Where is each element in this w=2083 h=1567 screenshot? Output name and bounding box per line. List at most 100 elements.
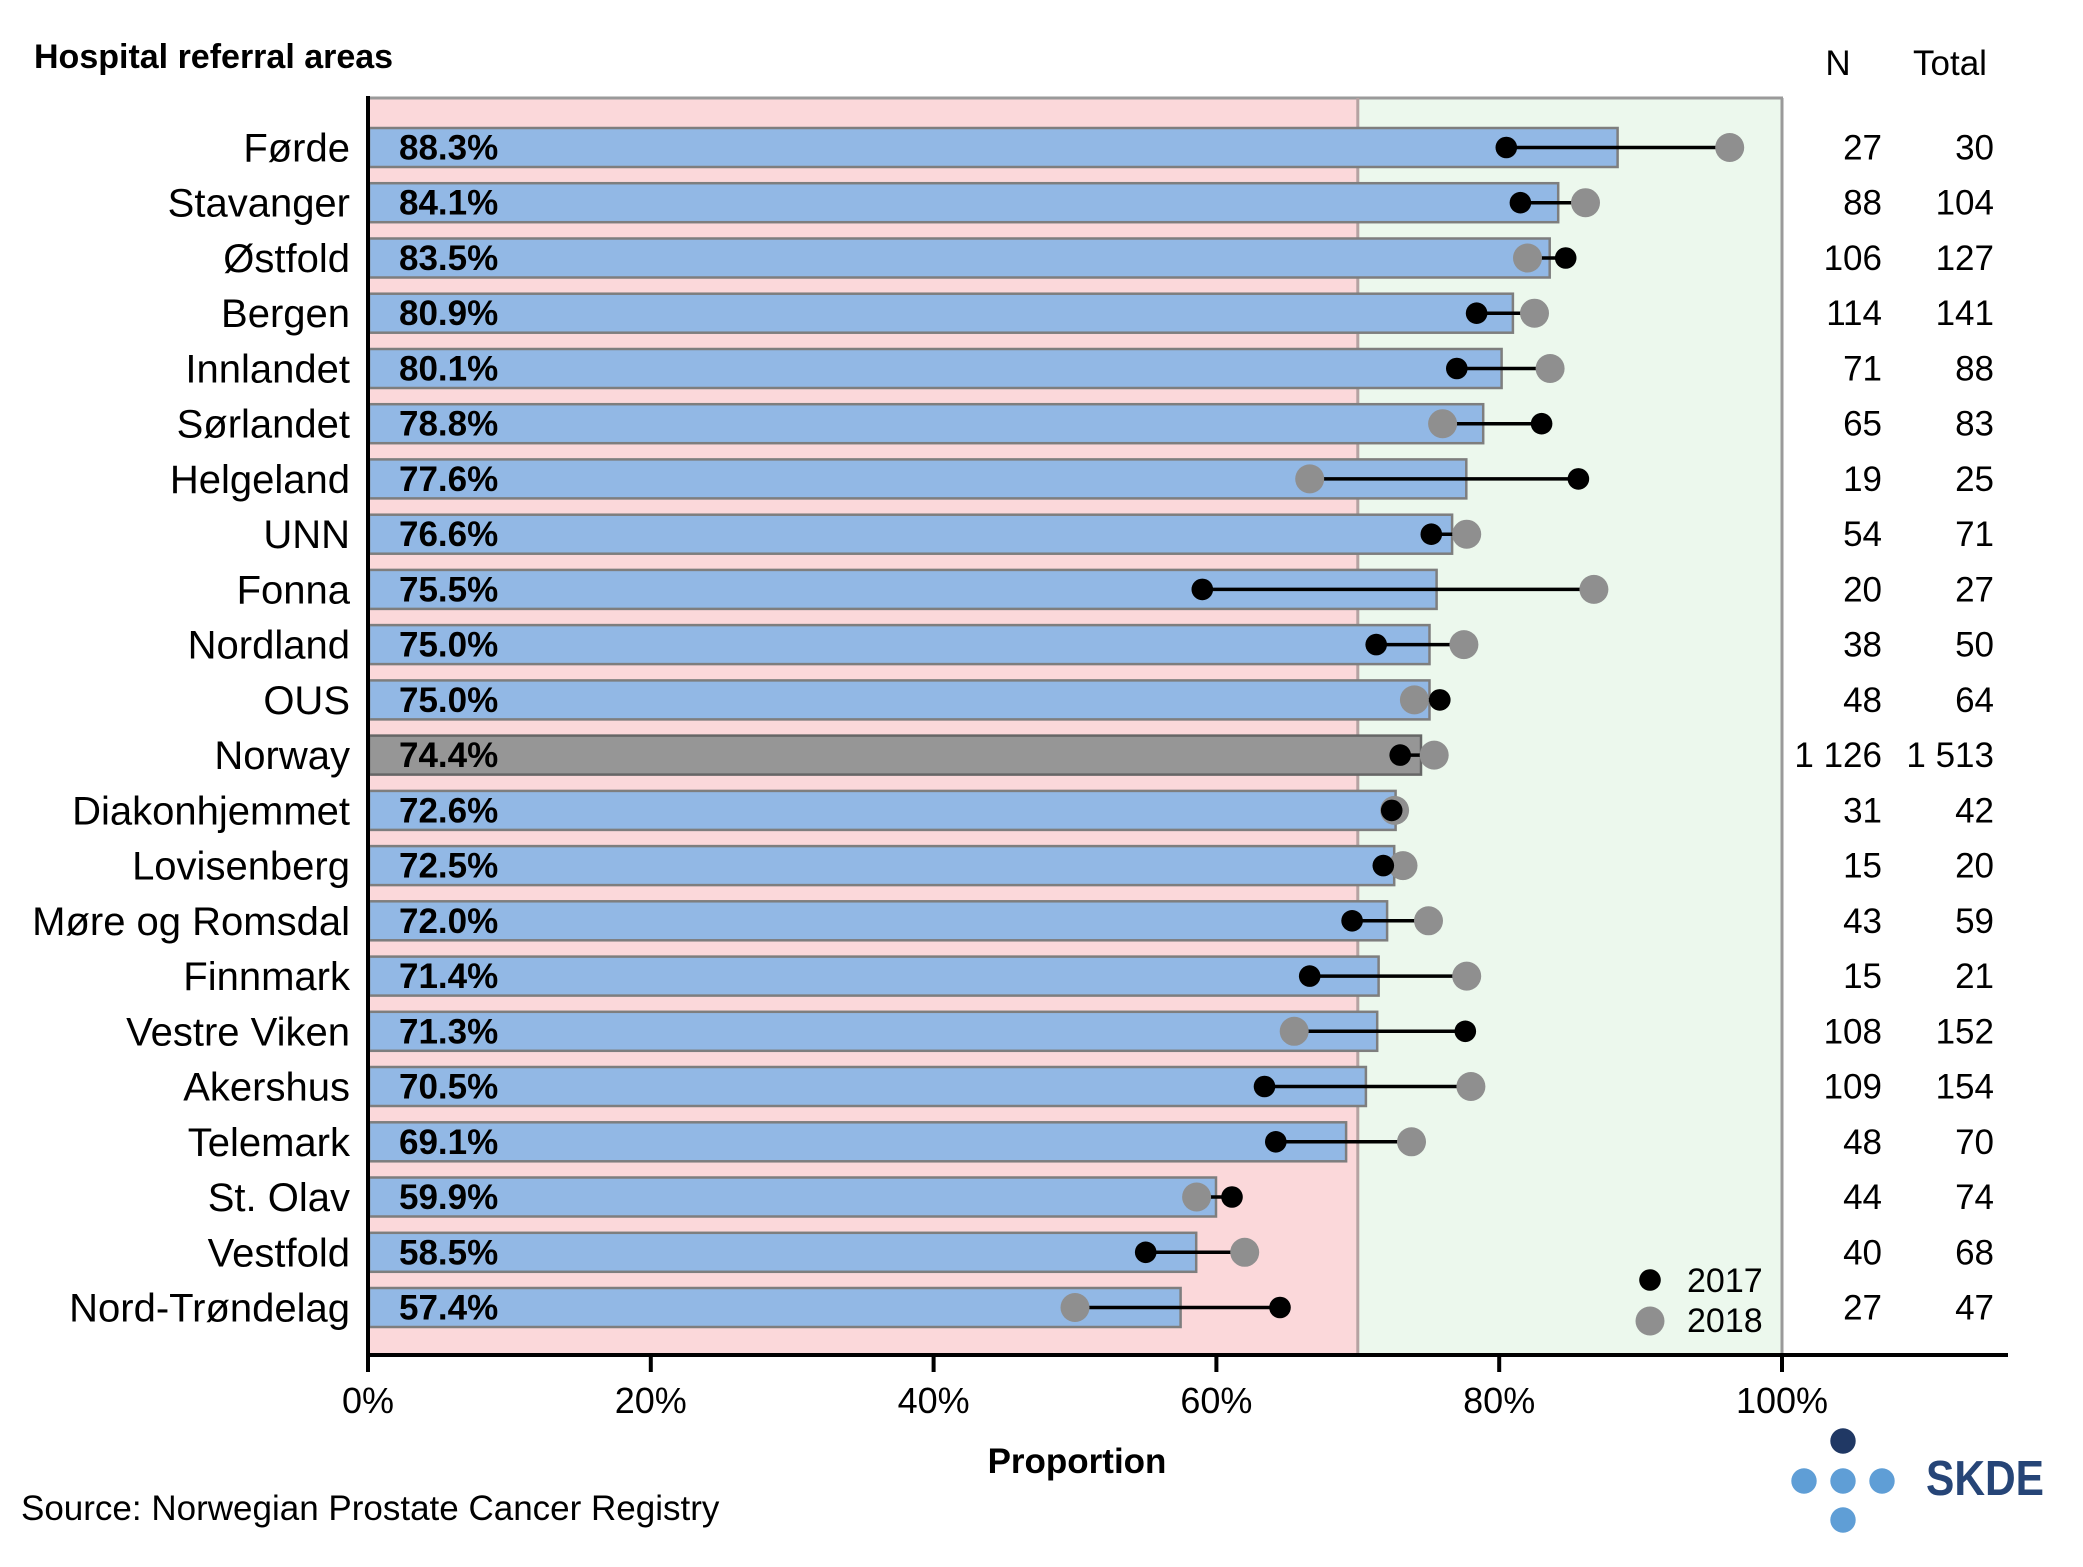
svg-text:83.5%: 83.5% [399, 239, 498, 278]
svg-text:Møre og Romsdal: Møre og Romsdal [32, 900, 350, 944]
svg-text:Diakonhjemmet: Diakonhjemmet [72, 789, 350, 833]
svg-text:59: 59 [1955, 902, 1994, 941]
svg-text:141: 141 [1936, 294, 1994, 333]
svg-text:27: 27 [1955, 570, 1994, 609]
svg-text:48: 48 [1843, 681, 1882, 720]
svg-text:20%: 20% [615, 1380, 687, 1421]
svg-text:72.0%: 72.0% [399, 902, 498, 941]
svg-text:59.9%: 59.9% [399, 1178, 498, 1217]
svg-text:109: 109 [1824, 1068, 1882, 1107]
svg-text:OUS: OUS [263, 679, 350, 723]
svg-text:75.0%: 75.0% [399, 626, 498, 665]
svg-text:80.1%: 80.1% [399, 350, 498, 389]
svg-text:2017: 2017 [1687, 1262, 1763, 1300]
svg-text:44: 44 [1843, 1178, 1882, 1217]
svg-text:Nord-Trøndelag: Nord-Trøndelag [69, 1287, 350, 1331]
svg-text:76.6%: 76.6% [399, 515, 498, 554]
svg-text:Lovisenberg: Lovisenberg [132, 845, 350, 889]
svg-text:48: 48 [1843, 1123, 1882, 1162]
svg-text:Bergen: Bergen [221, 292, 350, 336]
svg-text:88: 88 [1843, 184, 1882, 223]
svg-text:38: 38 [1843, 626, 1882, 665]
svg-text:70: 70 [1955, 1123, 1994, 1162]
svg-text:Finnmark: Finnmark [183, 955, 351, 999]
svg-text:20: 20 [1843, 570, 1882, 609]
svg-text:75.5%: 75.5% [399, 570, 498, 609]
svg-text:54: 54 [1843, 515, 1882, 554]
svg-text:106: 106 [1824, 239, 1882, 278]
svg-text:68: 68 [1955, 1233, 1994, 1272]
svg-text:40%: 40% [898, 1380, 970, 1421]
svg-text:20: 20 [1955, 847, 1994, 886]
svg-text:77.6%: 77.6% [399, 460, 498, 499]
svg-text:Source: Norwegian Prostate Can: Source: Norwegian Prostate Cancer Regist… [21, 1489, 720, 1528]
svg-text:72.6%: 72.6% [399, 791, 498, 830]
svg-text:UNN: UNN [263, 513, 350, 557]
svg-text:Førde: Førde [243, 127, 350, 171]
svg-text:Innlandet: Innlandet [185, 348, 350, 392]
svg-text:104: 104 [1936, 184, 1994, 223]
svg-text:60%: 60% [1180, 1380, 1252, 1421]
svg-text:152: 152 [1936, 1012, 1994, 1051]
svg-text:65: 65 [1843, 405, 1882, 444]
svg-text:27: 27 [1843, 1289, 1882, 1328]
svg-text:88.3%: 88.3% [399, 129, 498, 168]
svg-text:71: 71 [1955, 515, 1994, 554]
svg-text:15: 15 [1843, 957, 1882, 996]
svg-text:74.4%: 74.4% [399, 736, 498, 775]
svg-text:88: 88 [1955, 350, 1994, 389]
svg-text:75.0%: 75.0% [399, 681, 498, 720]
svg-text:1 126: 1 126 [1794, 736, 1882, 775]
svg-text:127: 127 [1936, 239, 1994, 278]
svg-text:Sørlandet: Sørlandet [177, 403, 350, 447]
svg-text:30: 30 [1955, 129, 1994, 168]
svg-text:Hospital referral areas: Hospital referral areas [34, 38, 393, 76]
svg-text:Norway: Norway [214, 734, 350, 778]
svg-text:31: 31 [1843, 791, 1882, 830]
svg-text:Proportion: Proportion [988, 1442, 1167, 1481]
svg-text:SKDE: SKDE [1926, 1452, 2044, 1506]
svg-text:74: 74 [1955, 1178, 1994, 1217]
svg-text:Telemark: Telemark [188, 1121, 351, 1165]
svg-text:15: 15 [1843, 847, 1882, 886]
svg-text:72.5%: 72.5% [399, 847, 498, 886]
svg-text:Akershus: Akershus [183, 1066, 350, 1110]
svg-text:Helgeland: Helgeland [170, 458, 350, 502]
svg-text:84.1%: 84.1% [399, 184, 498, 223]
svg-text:25: 25 [1955, 460, 1994, 499]
svg-text:27: 27 [1843, 129, 1882, 168]
svg-text:Østfold: Østfold [223, 237, 350, 281]
svg-text:58.5%: 58.5% [399, 1233, 498, 1272]
svg-text:100%: 100% [1736, 1380, 1828, 1421]
svg-text:71: 71 [1843, 350, 1882, 389]
svg-text:43: 43 [1843, 902, 1882, 941]
svg-text:42: 42 [1955, 791, 1994, 830]
svg-text:114: 114 [1826, 294, 1882, 333]
svg-text:71.3%: 71.3% [399, 1012, 498, 1051]
svg-text:19: 19 [1843, 460, 1882, 499]
svg-text:1 513: 1 513 [1906, 736, 1994, 775]
svg-text:64: 64 [1955, 681, 1994, 720]
svg-text:St. Olav: St. Olav [208, 1176, 350, 1220]
svg-text:50: 50 [1955, 626, 1994, 665]
svg-text:108: 108 [1824, 1012, 1882, 1051]
svg-text:0%: 0% [342, 1380, 394, 1421]
svg-text:Vestre Viken: Vestre Viken [126, 1010, 350, 1054]
svg-text:Nordland: Nordland [188, 624, 350, 668]
svg-text:47: 47 [1955, 1289, 1994, 1328]
svg-text:154: 154 [1936, 1068, 1994, 1107]
svg-text:71.4%: 71.4% [399, 957, 498, 996]
svg-text:70.5%: 70.5% [399, 1068, 498, 1107]
svg-text:21: 21 [1955, 957, 1994, 996]
svg-text:N: N [1825, 44, 1850, 83]
svg-text:Total: Total [1913, 44, 1987, 83]
svg-text:83: 83 [1955, 405, 1994, 444]
svg-text:80%: 80% [1463, 1380, 1535, 1421]
svg-text:40: 40 [1843, 1233, 1882, 1272]
svg-text:80.9%: 80.9% [399, 294, 498, 333]
svg-text:57.4%: 57.4% [399, 1289, 498, 1328]
svg-text:2018: 2018 [1687, 1302, 1763, 1340]
svg-text:Fonna: Fonna [237, 568, 351, 612]
svg-text:78.8%: 78.8% [399, 405, 498, 444]
svg-text:Vestfold: Vestfold [208, 1231, 350, 1275]
